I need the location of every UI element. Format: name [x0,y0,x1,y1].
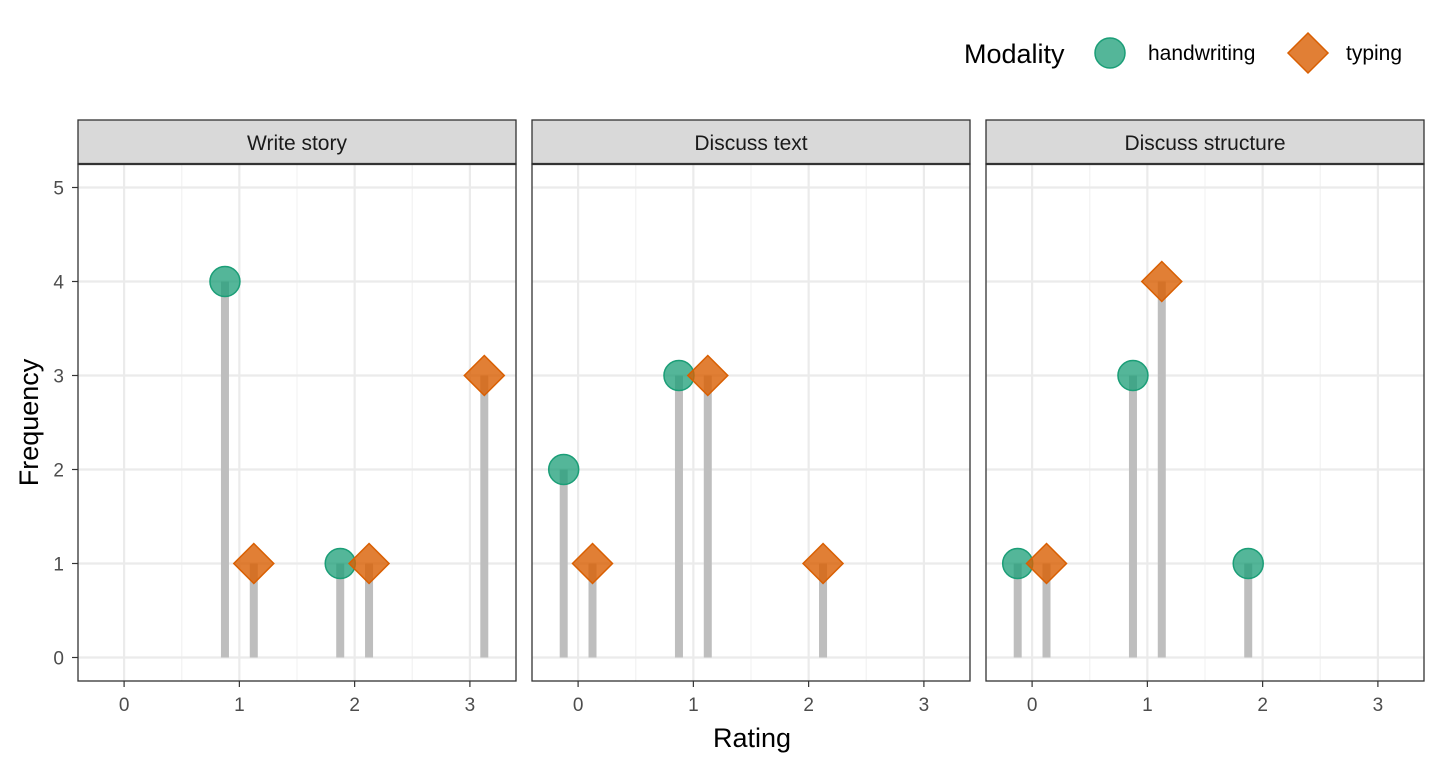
facet-title: Write story [247,132,347,155]
y-tick-label: 1 [53,555,64,576]
x-tick-label: 1 [1142,695,1153,716]
y-tick-label: 5 [53,179,64,200]
x-tick-label: 1 [234,695,245,716]
x-tick-label: 0 [573,695,584,716]
handwriting-point [1232,547,1264,580]
handwriting-point [1117,359,1149,392]
x-tick-label: 0 [1027,695,1038,716]
handwriting-point [547,453,580,486]
y-tick-label: 2 [53,461,64,482]
x-tick-label: 2 [349,695,360,716]
typing-point [1140,260,1183,303]
typing-point [571,542,614,585]
facet-panel-2: Discuss structure 0 1 2 3 [985,119,1425,716]
legend-label: typing [1346,42,1402,65]
legend-handwriting-key [1094,37,1126,69]
facet-strip [985,119,1425,165]
typing-point [801,542,845,585]
y-axis-title: Frequency [14,358,44,486]
y-tick-label: 3 [53,367,64,388]
handwriting-point [209,265,241,298]
legend: Modality handwriting typing [964,31,1402,75]
facet-panel-1: Discuss text 0 1 2 3 [531,119,971,716]
x-tick-label: 2 [803,695,814,716]
typing-point [463,354,506,397]
x-tick-label: 2 [1257,695,1268,716]
x-tick-label: 3 [465,695,476,716]
legend-typing-key [1286,31,1330,75]
x-tick-label: 1 [688,695,699,716]
typing-point [232,542,275,585]
x-tick-label: 0 [119,695,130,716]
facet-strip [531,119,971,165]
legend-title: Modality [964,39,1065,69]
x-tick-label: 3 [1373,695,1384,716]
y-tick-label: 4 [53,273,64,294]
x-tick-label: 3 [919,695,930,716]
legend-label: handwriting [1148,42,1255,65]
x-axis-title: Rating [713,723,791,753]
facet-strip [77,119,517,165]
facet-panel-0: Write story 0 1 2 3 [77,119,517,716]
facet-title: Discuss structure [1124,132,1285,155]
typing-point [347,542,391,585]
facet-title: Discuss text [694,132,807,155]
typing-point [1025,542,1068,585]
y-tick-label: 0 [53,649,64,670]
typing-point [686,354,729,397]
